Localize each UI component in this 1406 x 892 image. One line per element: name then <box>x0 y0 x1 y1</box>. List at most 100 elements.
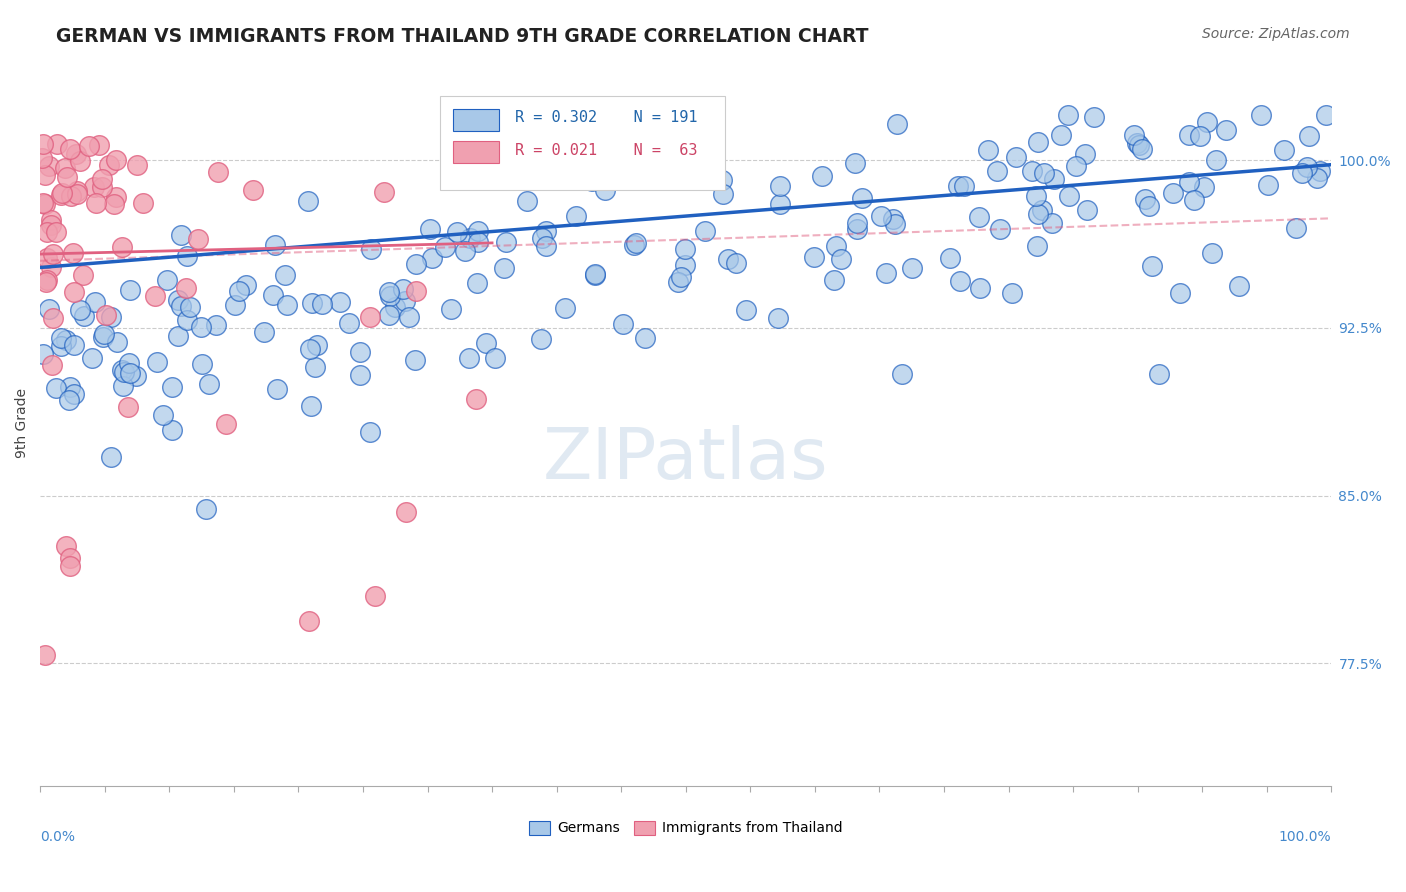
Point <box>467 224 489 238</box>
Text: GERMAN VS IMMIGRANTS FROM THAILAND 9TH GRADE CORRELATION CHART: GERMAN VS IMMIGRANTS FROM THAILAND 9TH G… <box>56 27 869 45</box>
Point <box>391 282 413 296</box>
Point <box>66 184 89 198</box>
Point <box>156 272 179 286</box>
Text: ZIPatlas: ZIPatlas <box>543 425 828 493</box>
Point <box>1000 286 1022 301</box>
Point <box>1137 199 1160 213</box>
Point <box>84 295 107 310</box>
Point <box>634 331 657 345</box>
Point <box>359 425 381 439</box>
Point <box>90 172 112 186</box>
Point <box>704 173 727 187</box>
Point <box>1025 239 1047 253</box>
Point <box>377 308 399 322</box>
Point <box>1076 202 1098 217</box>
Point <box>84 195 107 210</box>
Point <box>986 163 1008 178</box>
Point <box>1025 189 1047 203</box>
Point <box>1125 136 1147 150</box>
Legend: Germans, Immigrants from Thailand: Germans, Immigrants from Thailand <box>524 815 848 841</box>
Point <box>63 285 86 299</box>
Point <box>825 239 848 253</box>
Point <box>49 339 72 353</box>
Point <box>612 317 634 331</box>
Point <box>433 240 456 254</box>
Point <box>55 539 77 553</box>
Point <box>1026 135 1049 149</box>
Point <box>146 355 169 369</box>
Point <box>844 156 866 170</box>
Point <box>465 276 488 290</box>
Point <box>143 288 166 302</box>
Point <box>160 423 183 437</box>
Point <box>187 232 209 246</box>
Point <box>51 186 73 201</box>
Point <box>65 146 87 161</box>
Point <box>266 382 288 396</box>
Point <box>262 288 284 302</box>
Point <box>803 250 825 264</box>
Point <box>669 270 692 285</box>
Point <box>349 344 371 359</box>
Point <box>724 255 747 269</box>
Point <box>34 169 56 183</box>
Point <box>59 188 82 202</box>
Point <box>1043 172 1066 186</box>
Point <box>1205 153 1227 168</box>
Point <box>299 399 322 413</box>
Point <box>132 196 155 211</box>
Point <box>38 302 60 317</box>
Point <box>969 280 991 294</box>
Point <box>31 347 53 361</box>
Point <box>35 273 58 287</box>
Point <box>264 238 287 252</box>
Point <box>91 330 114 344</box>
Point <box>516 194 538 209</box>
Point <box>45 225 67 239</box>
Point <box>988 222 1011 236</box>
Point <box>299 343 322 357</box>
Point <box>298 615 321 629</box>
Point <box>710 172 733 186</box>
Point <box>94 308 117 322</box>
Point <box>198 377 221 392</box>
Point <box>769 179 792 194</box>
Point <box>176 312 198 326</box>
Point <box>62 245 84 260</box>
Point <box>1021 163 1043 178</box>
Point <box>97 158 120 172</box>
Point <box>458 351 481 365</box>
Point <box>851 191 873 205</box>
Point <box>49 188 72 202</box>
Point <box>1040 216 1063 230</box>
Point <box>100 450 122 464</box>
Point <box>1083 110 1105 124</box>
Point <box>31 151 53 165</box>
Point <box>55 161 77 175</box>
Point <box>100 310 122 325</box>
Point <box>35 276 58 290</box>
Point <box>179 301 201 315</box>
Point <box>56 169 79 184</box>
Point <box>465 392 488 407</box>
Text: 100.0%: 100.0% <box>1279 830 1331 844</box>
Point <box>34 648 56 663</box>
Text: R = 0.302    N = 191: R = 0.302 N = 191 <box>516 111 697 125</box>
Point <box>111 363 134 377</box>
Point <box>170 299 193 313</box>
Point <box>1296 160 1319 174</box>
Point <box>125 369 148 384</box>
Point <box>1250 108 1272 122</box>
Point <box>1033 166 1056 180</box>
Point <box>581 174 603 188</box>
Point <box>38 159 60 173</box>
Point <box>224 298 246 312</box>
Point <box>967 210 990 224</box>
Point <box>45 381 67 395</box>
Point <box>360 242 382 256</box>
Point <box>207 165 229 179</box>
Point <box>420 251 443 265</box>
Point <box>105 190 128 204</box>
Point <box>39 218 62 232</box>
Point <box>901 261 924 276</box>
